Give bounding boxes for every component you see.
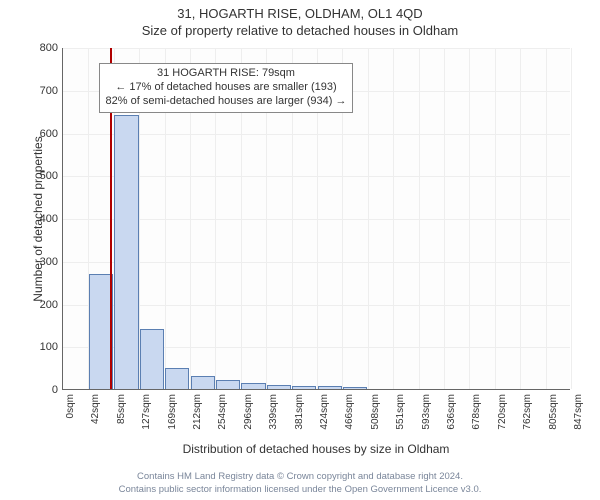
y-tick-label: 100 [18, 341, 58, 353]
y-tick-label: 600 [18, 128, 58, 140]
x-tick-label: 127sqm [141, 394, 152, 430]
histogram-bar [318, 386, 342, 389]
gridline-v [368, 48, 369, 389]
x-tick-label: 720sqm [497, 394, 508, 430]
annotation-line-2: ← 17% of detached houses are smaller (19… [106, 81, 347, 95]
x-tick-label: 0sqm [65, 394, 76, 418]
x-tick-label: 678sqm [471, 394, 482, 430]
histogram-bar [216, 380, 240, 389]
gridline-v [419, 48, 420, 389]
histogram-bar [114, 115, 138, 389]
x-tick-label: 847sqm [573, 394, 584, 430]
y-tick-label: 800 [18, 42, 58, 54]
footer-line-1: Contains HM Land Registry data © Crown c… [0, 471, 600, 483]
x-tick-label: 636sqm [446, 394, 457, 430]
x-tick-label: 381sqm [294, 394, 305, 430]
annotation-box: 31 HOGARTH RISE: 79sqm← 17% of detached … [99, 63, 354, 112]
y-tick-label: 500 [18, 170, 58, 182]
histogram-bar [165, 368, 189, 389]
y-tick-label: 0 [18, 384, 58, 396]
x-tick-label: 339sqm [268, 394, 279, 430]
x-tick-label: 169sqm [167, 394, 178, 430]
annotation-line-1: 31 HOGARTH RISE: 79sqm [106, 67, 347, 81]
x-tick-label: 296sqm [243, 394, 254, 430]
chart-container: 31, HOGARTH RISE, OLDHAM, OL1 4QD Size o… [0, 0, 600, 500]
x-tick-label: 508sqm [370, 394, 381, 430]
x-tick-label: 42sqm [90, 394, 101, 424]
x-tick-label: 254sqm [217, 394, 228, 430]
x-tick-label: 805sqm [548, 394, 559, 430]
chart-area: 31 HOGARTH RISE: 79sqm← 17% of detached … [62, 48, 570, 390]
y-tick-label: 200 [18, 299, 58, 311]
x-axis-label: Distribution of detached houses by size … [62, 442, 570, 456]
histogram-bar [140, 329, 164, 389]
x-tick-label: 551sqm [395, 394, 406, 430]
y-tick-label: 300 [18, 256, 58, 268]
attribution-footer: Contains HM Land Registry data © Crown c… [0, 471, 600, 496]
histogram-bar [292, 386, 316, 389]
footer-line-2: Contains public sector information licen… [0, 484, 600, 496]
gridline-v [495, 48, 496, 389]
histogram-bar [191, 376, 215, 389]
plot-region: 31 HOGARTH RISE: 79sqm← 17% of detached … [62, 48, 570, 390]
gridline-v [393, 48, 394, 389]
histogram-bar [343, 387, 367, 389]
subtitle: Size of property relative to detached ho… [0, 21, 600, 38]
gridline-v [469, 48, 470, 389]
gridline-v [444, 48, 445, 389]
histogram-bar [267, 385, 291, 389]
x-tick-label: 212sqm [192, 394, 203, 430]
x-tick-label: 466sqm [344, 394, 355, 430]
gridline-v [520, 48, 521, 389]
x-tick-label: 593sqm [421, 394, 432, 430]
gridline-v [571, 48, 572, 389]
y-tick-label: 400 [18, 213, 58, 225]
annotation-line-3: 82% of semi-detached houses are larger (… [106, 95, 347, 109]
gridline-v [546, 48, 547, 389]
y-tick-label: 700 [18, 85, 58, 97]
x-tick-label: 762sqm [522, 394, 533, 430]
x-tick-label: 85sqm [116, 394, 127, 424]
address-title: 31, HOGARTH RISE, OLDHAM, OL1 4QD [0, 0, 600, 21]
x-tick-label: 424sqm [319, 394, 330, 430]
histogram-bar [241, 383, 265, 389]
